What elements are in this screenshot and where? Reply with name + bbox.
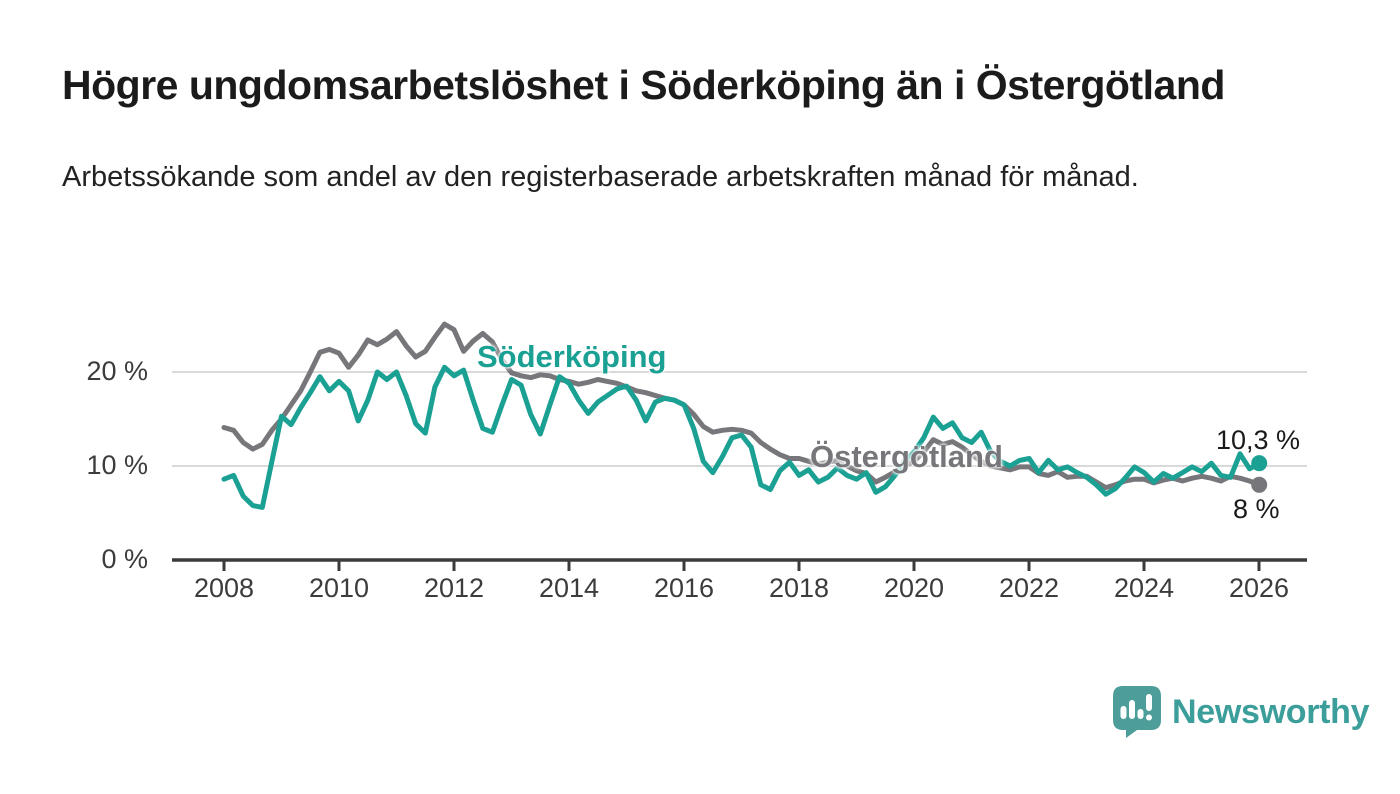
y-tick-label-20: 20 % xyxy=(86,356,148,386)
page-title: Högre ungdomsarbetslöshet i Söderköping … xyxy=(62,62,1225,108)
x-tick-label-2022: 2022 xyxy=(998,573,1060,603)
series-label-soderkoping: Söderköping xyxy=(477,339,667,374)
end-dot-söderköping xyxy=(1251,455,1268,472)
brand-name: Newsworthy xyxy=(1172,692,1370,731)
y-tick-label-10: 10 % xyxy=(86,450,148,480)
x-tick-label-2026: 2026 xyxy=(1228,573,1290,603)
series-label-ostergotland: Östergötland xyxy=(810,439,1003,474)
end-value-label-soderkoping: 10,3 % xyxy=(1216,425,1301,455)
x-tick-label-2024: 2024 xyxy=(1113,573,1175,603)
x-tick-label-2014: 2014 xyxy=(538,573,600,603)
x-tick-label-2008: 2008 xyxy=(193,573,255,603)
x-tick-label-2016: 2016 xyxy=(653,573,715,603)
x-tick-label-2012: 2012 xyxy=(423,573,485,603)
y-tick-label-0: 0 % xyxy=(101,544,148,574)
end-dot-östergötland xyxy=(1251,476,1268,493)
x-tick-label-2010: 2010 xyxy=(308,573,370,603)
x-tick-label-2018: 2018 xyxy=(768,573,830,603)
series-line-söderköping xyxy=(221,364,1262,510)
newsworthy-logo: Newsworthy xyxy=(1113,686,1370,738)
bar-chart-speech-bubble-icon xyxy=(1113,686,1161,738)
x-tick-label-2020: 2020 xyxy=(883,573,945,603)
series-line-östergötland xyxy=(221,321,1262,491)
end-value-label-ostergotland: 8 % xyxy=(1233,494,1280,524)
page-subtitle: Arbetssökande som andel av den registerb… xyxy=(62,161,1139,193)
